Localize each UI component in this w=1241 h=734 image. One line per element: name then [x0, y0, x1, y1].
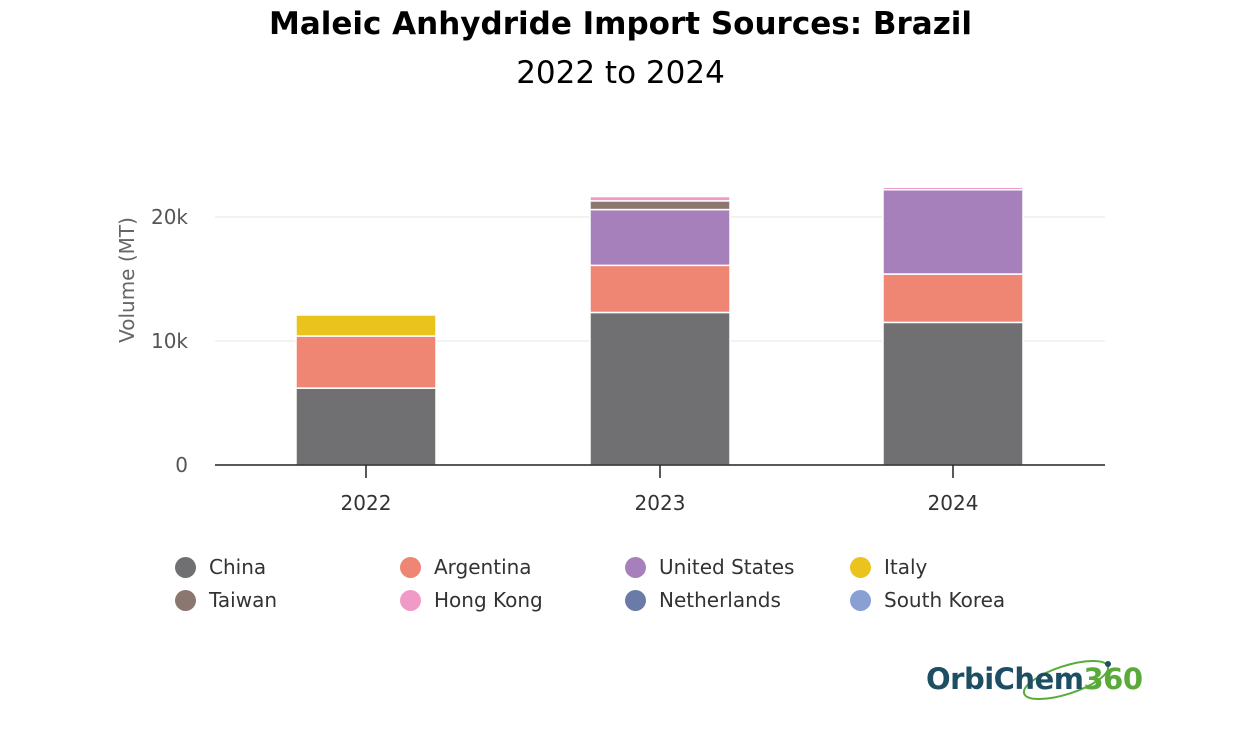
legend-label: United States — [659, 555, 795, 579]
bar-segment-argentina-2022[interactable] — [295, 335, 437, 389]
legend-swatch — [400, 556, 421, 578]
bar-segment-china-2022[interactable] — [295, 387, 437, 466]
legend-label: Taiwan — [209, 588, 278, 612]
bar-segment-argentina-2023[interactable] — [589, 264, 731, 314]
bar-segment-italy-2022[interactable] — [295, 314, 437, 337]
x-tick-label: 2024 — [928, 491, 979, 515]
bar-segment-hong-kong-2024[interactable] — [882, 186, 1024, 191]
legend-item-netherlands[interactable]: Netherlands — [625, 587, 781, 613]
legend-swatch — [850, 556, 871, 578]
logo-text-main: OrbiChem — [926, 662, 1084, 696]
legend-item-south-korea[interactable]: South Korea — [850, 587, 1005, 613]
legend-label: Hong Kong — [434, 588, 543, 612]
legend-item-taiwan[interactable]: Taiwan — [175, 587, 277, 613]
y-tick-label: 10k — [151, 329, 188, 353]
x-tick-label: 2022 — [341, 491, 392, 515]
axes: 0 10k 20k 2022 2023 2024 — [151, 205, 1105, 515]
orbichem-logo: OrbiChem360 — [926, 658, 1143, 704]
logo-text-number: 360 — [1083, 662, 1143, 696]
y-axis-label: Volume (MT) — [115, 217, 139, 343]
legend-item-hong-kong[interactable]: Hong Kong — [400, 587, 543, 613]
legend-swatch — [625, 589, 646, 611]
chart-subtitle: 2022 to 2024 — [516, 55, 725, 91]
legend-label: South Korea — [884, 588, 1006, 612]
bar-segment-taiwan-2023[interactable] — [589, 200, 731, 211]
legend-label: Italy — [884, 555, 928, 579]
bar-segment-hong-kong-2023[interactable] — [589, 195, 731, 202]
bar-segment-china-2023[interactable] — [589, 311, 731, 466]
legend-swatch — [175, 589, 196, 611]
logo-text: OrbiChem360 — [926, 662, 1143, 696]
bar-segment-united-states-2023[interactable] — [589, 208, 731, 267]
bar-segment-china-2024[interactable] — [882, 321, 1024, 466]
legend-label: Netherlands — [659, 588, 781, 612]
legend-label: China — [209, 555, 267, 579]
legend-swatch — [625, 556, 646, 578]
legend-item-argentina[interactable]: Argentina — [400, 554, 532, 580]
y-tick-label: 0 — [175, 453, 188, 477]
y-tick-label: 20k — [151, 205, 188, 229]
legend-swatch — [400, 589, 421, 611]
legend-swatch — [850, 589, 871, 611]
legend-item-italy[interactable]: Italy — [850, 554, 927, 580]
chart-title: Maleic Anhydride Import Sources: Brazil — [268, 6, 973, 42]
logo-swoosh-icon — [1022, 659, 1111, 701]
bar-segment-united-states-2024[interactable] — [882, 188, 1024, 275]
bars — [295, 186, 1024, 466]
x-tick-label: 2023 — [635, 491, 686, 515]
legend-label: Argentina — [434, 555, 532, 579]
bar-segment-argentina-2024[interactable] — [882, 273, 1024, 324]
legend-item-united-states[interactable]: United States — [625, 554, 794, 580]
legend-swatch — [175, 556, 196, 578]
legend-item-china[interactable]: China — [175, 554, 266, 580]
